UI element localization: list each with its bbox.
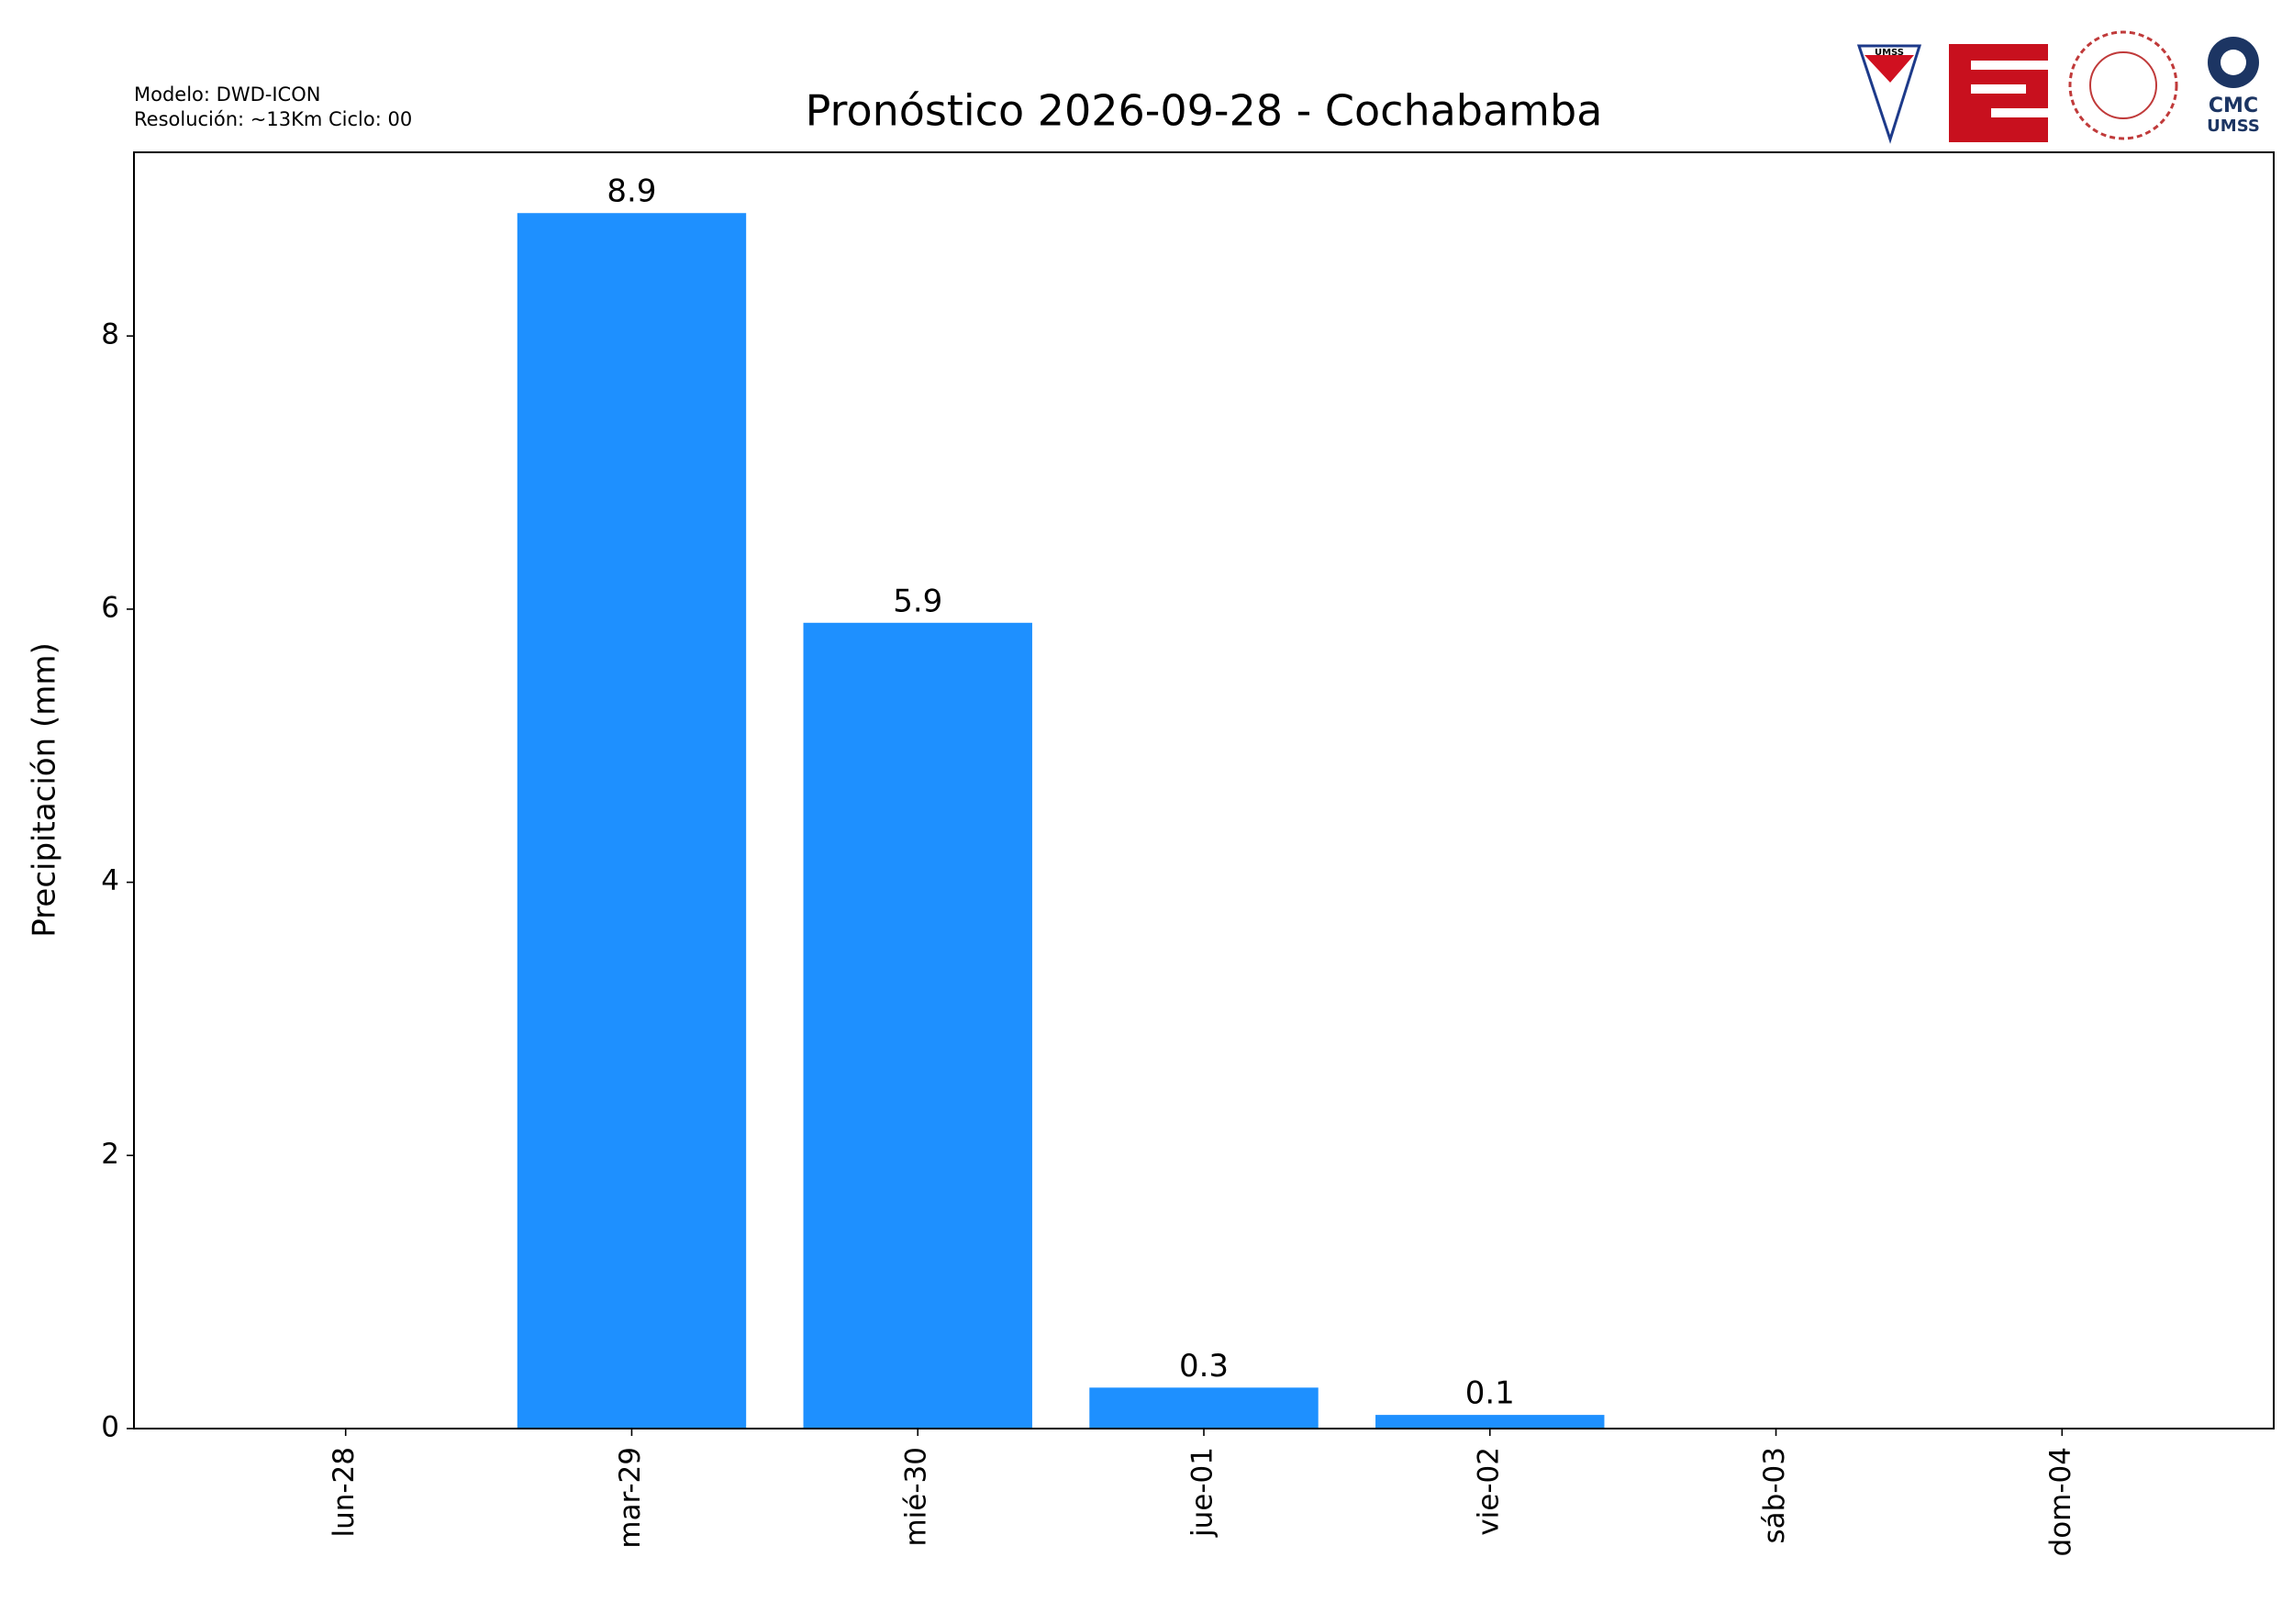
chart-title: Pronóstico 2026-09-28 - Cochabamba bbox=[806, 86, 1603, 136]
x-tick-label: mar-29 bbox=[614, 1447, 647, 1549]
bar bbox=[517, 213, 747, 1429]
logos: UMSS CMC UMSS bbox=[1856, 30, 2260, 144]
logo-stripe bbox=[1971, 84, 2026, 94]
logo-fisica bbox=[2068, 30, 2178, 140]
bar bbox=[803, 622, 1032, 1429]
model-note: Modelo: DWD-ICON bbox=[134, 83, 320, 106]
logo-text: UMSS bbox=[2207, 117, 2260, 136]
x-tick-label: jue-01 bbox=[1186, 1447, 1219, 1538]
logo-stripe bbox=[1971, 61, 2048, 70]
logo-text: UMSS bbox=[1875, 48, 1904, 58]
value-label: 8.9 bbox=[607, 173, 656, 210]
y-tick-label: 2 bbox=[101, 1138, 119, 1171]
bar bbox=[1375, 1415, 1605, 1429]
x-tick-label: lun-28 bbox=[328, 1447, 361, 1538]
logo-shield bbox=[1856, 44, 1922, 144]
logo-text: CMC bbox=[2209, 95, 2258, 117]
x-tick-label: dom-04 bbox=[2044, 1447, 2077, 1556]
bar bbox=[1089, 1387, 1319, 1429]
y-axis-label: Precipitación (mm) bbox=[27, 642, 63, 937]
x-tick-label: vie-02 bbox=[1472, 1447, 1505, 1536]
y-tick-label: 0 bbox=[101, 1411, 119, 1444]
value-label: 0.1 bbox=[1465, 1375, 1515, 1412]
logo-stripe bbox=[1991, 108, 2048, 117]
value-label: 5.9 bbox=[893, 583, 942, 619]
logo-cmc-inner bbox=[2221, 50, 2246, 75]
y-tick-label: 8 bbox=[101, 318, 119, 351]
y-tick-label: 6 bbox=[101, 591, 119, 624]
value-label: 0.3 bbox=[1179, 1348, 1229, 1385]
y-tick-label: 4 bbox=[101, 864, 119, 897]
resolution-note: Resolución: ~13Km Ciclo: 00 bbox=[134, 108, 412, 130]
x-tick-label: mié-30 bbox=[900, 1447, 933, 1547]
logo-fisica-inner bbox=[2089, 51, 2157, 119]
plot-frame bbox=[133, 151, 2275, 1429]
logo-shield-red bbox=[1864, 55, 1914, 83]
x-tick-label: sáb-03 bbox=[1758, 1447, 1791, 1543]
